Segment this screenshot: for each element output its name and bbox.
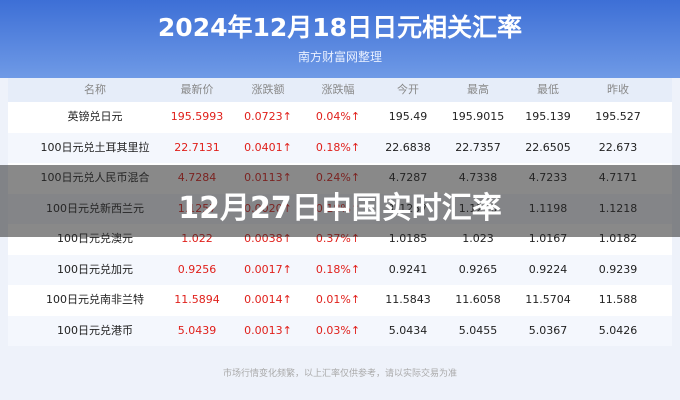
table-cell: 100日元兑加元 xyxy=(57,262,133,276)
column-header: 最低 xyxy=(537,83,559,96)
table-cell: 0.9256 xyxy=(177,262,217,276)
table-row: 英镑兑日元 195.5993 0.0723↑ 0.04%↑ 195.49 195.9015… xyxy=(8,102,672,133)
table-cell: 0.9239 xyxy=(598,262,638,276)
table-cell: 22.7131 xyxy=(174,140,220,154)
table-cell: 0.9241 xyxy=(388,262,428,276)
column-header: 涨跌幅 xyxy=(321,83,355,96)
table-cell: 0.0017↑ xyxy=(244,262,292,276)
table-row: 100日元兑土耳其里拉 22.7131 0.0401↑ 0.18%↑ 22.6838 22… xyxy=(8,132,672,163)
table-cell: 22.7357 xyxy=(455,140,501,154)
table-cell: 195.139 xyxy=(525,110,571,123)
table-cell: 22.6838 xyxy=(385,140,431,154)
title: 2024年12月18日日元相关汇率 xyxy=(157,13,523,42)
table-cell: 0.9224 xyxy=(528,262,568,276)
table-cell: 11.5704 xyxy=(525,293,571,306)
table-cell: 11.5843 xyxy=(385,293,431,306)
table-cell: 0.0014↑ xyxy=(244,293,292,306)
table-cell: 0.18%↑ xyxy=(315,262,361,276)
table-cell: 11.5894 xyxy=(174,293,220,306)
table-cell: 0.9265 xyxy=(458,262,498,276)
table-cell: 195.527 xyxy=(595,110,641,123)
table-cell: 0.01%↑ xyxy=(315,293,361,306)
overlay-text: 12月27日中国实时汇率 xyxy=(178,191,502,226)
table-cell: 11.588 xyxy=(598,293,638,306)
table-cell: 0.18%↑ xyxy=(315,140,361,154)
column-header: 最新价 xyxy=(180,83,214,96)
table-cell: 5.0426 xyxy=(598,323,638,337)
header: 2024年12月18日日元相关汇率 南方财富网整理 xyxy=(0,0,680,78)
table-cell: 5.0367 xyxy=(528,323,568,337)
table-row: 100日元兑加元 0.9256 0.0017↑ 0.18%↑ 0.9241 0.9265 0… xyxy=(8,254,672,285)
table-cell: 195.5993 xyxy=(170,110,224,123)
table-cell: 0.0013↑ xyxy=(244,323,292,337)
table-cell: 0.04%↑ xyxy=(315,110,361,123)
table-row: 100日元兑港币 5.0439 0.0013↑ 0.03%↑ 5.0434 5.0455 5… xyxy=(8,315,672,346)
table-cell: 0.03%↑ xyxy=(315,323,361,337)
footer: 市场行情变化频繁，以上汇率仅供参考，请以实际交易为准 xyxy=(222,369,457,379)
table-cell: 22.673 xyxy=(598,140,638,154)
table-cell: 100日元兑港币 xyxy=(57,323,133,337)
table-cell: 英镑兑日元 xyxy=(67,110,123,123)
table-cell: 195.49 xyxy=(388,110,428,123)
table-cell: 100日元兑南非兰特 xyxy=(46,293,144,306)
column-header: 涨跌额 xyxy=(251,83,285,96)
table-cell: 100日元兑土耳其里拉 xyxy=(40,140,150,154)
overlay-band: 12月27日中国实时汇率 xyxy=(0,165,680,237)
table-cell: 5.0455 xyxy=(458,323,498,337)
column-header: 最高 xyxy=(467,83,489,96)
table-row: 100日元兑南非兰特 11.5894 0.0014↑ 0.01%↑ 11.5843 11.… xyxy=(8,285,672,316)
table-cell: 0.0723↑ xyxy=(244,110,292,123)
column-header: 名称 xyxy=(84,83,106,96)
column-header: 昨收 xyxy=(607,83,629,96)
table-cell: 195.9015 xyxy=(451,110,505,123)
table-cell: 5.0439 xyxy=(177,323,217,337)
table-cell: 11.6058 xyxy=(455,293,501,306)
column-header: 今开 xyxy=(397,83,419,96)
table-cell: 22.6505 xyxy=(525,140,571,154)
table-cell: 5.0434 xyxy=(388,323,428,337)
header-row: 名称 最新价 涨跌额 涨跌幅 今开 最高 最低 昨收 xyxy=(8,78,672,102)
table-cell: 0.0401↑ xyxy=(244,140,292,154)
subtitle: 南方财富网整理 xyxy=(297,50,382,64)
